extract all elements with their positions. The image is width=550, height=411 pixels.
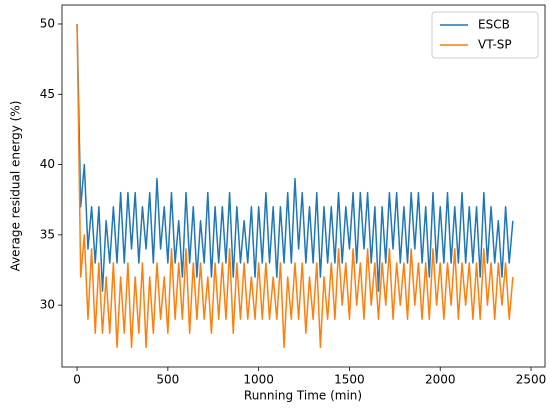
x-tick-label: 2000	[425, 373, 456, 387]
series-line	[76, 23, 514, 292]
series-line	[76, 23, 514, 349]
legend-box	[431, 11, 539, 59]
legend-label: ESCB	[478, 18, 510, 32]
plot-frame	[61, 4, 546, 368]
y-tick-label: 35	[40, 227, 55, 241]
y-axis-label: Average residual energy (%)	[9, 101, 23, 272]
y-tick-label: 50	[40, 16, 55, 30]
legend-label: VT-SP	[478, 38, 512, 52]
x-tick-label: 500	[156, 373, 179, 387]
x-tick-label: 0	[73, 373, 81, 387]
y-tick-label: 40	[40, 157, 55, 171]
x-axis-label: Running Time (min)	[244, 389, 362, 403]
x-tick-label: 2500	[516, 373, 547, 387]
y-tick-label: 30	[40, 298, 55, 312]
y-tick-label: 45	[40, 87, 55, 101]
x-tick-label: 1500	[334, 373, 365, 387]
x-tick-label: 1000	[243, 373, 274, 387]
